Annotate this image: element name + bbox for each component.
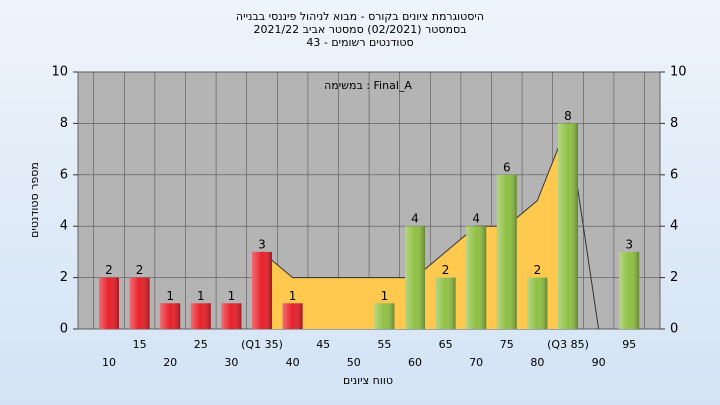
x-tick-label: 45: [316, 338, 330, 351]
data-label: 1: [228, 289, 236, 303]
data-label: 1: [166, 289, 174, 303]
y-tick-label: 4: [60, 219, 68, 234]
data-label: 2: [442, 263, 450, 277]
x-tick-label: 90: [592, 356, 606, 369]
bar-shade: [252, 251, 272, 329]
x-tick-label: (Q3 85): [547, 338, 589, 351]
area-line: [261, 121, 600, 330]
title-line: בסמסטר (02/2021) סמסטר אביב 2021/22: [253, 23, 466, 36]
y2-tick-label: 8: [670, 116, 678, 131]
y-axis-label: מספר סטודנטים: [28, 162, 41, 238]
x-tick-label: 40: [286, 356, 300, 369]
y-tick-label: 2: [60, 270, 68, 285]
data-label: 6: [503, 160, 511, 174]
title-line: סטודנטים רשומים - 43: [306, 36, 413, 49]
x-tick-label: 75: [500, 338, 514, 351]
y-tick-label: 0: [60, 322, 68, 337]
x-tick-label: 60: [408, 356, 422, 369]
x-tick-label: 55: [377, 338, 391, 351]
bar-shade: [129, 277, 150, 329]
bar-shade: [496, 174, 517, 329]
x-tick-label: 25: [194, 338, 208, 351]
bar-shade: [99, 277, 119, 329]
y-tick-label: 10: [51, 65, 68, 80]
bar-shade: [435, 277, 456, 329]
data-label: 1: [289, 289, 297, 303]
bar-shade: [558, 123, 578, 330]
x-tick-label: 20: [163, 356, 177, 369]
data-label: 3: [258, 237, 266, 251]
data-label: 4: [411, 212, 419, 226]
x-tick-label: 30: [224, 356, 238, 369]
y-tick-label: 8: [60, 116, 68, 131]
y2-tick-label: 6: [670, 167, 678, 182]
x-tick-label: 65: [439, 338, 453, 351]
x-tick-label: 15: [133, 338, 147, 351]
bar-shade: [282, 303, 303, 329]
data-label: 8: [564, 109, 572, 123]
x-tick-label: (Q1 35): [241, 338, 283, 351]
bar-shade: [160, 303, 181, 329]
x-tick-label: 10: [102, 356, 116, 369]
data-label: 2: [105, 263, 113, 277]
y2-tick-label: 0: [670, 322, 678, 337]
data-label: 2: [136, 263, 144, 277]
data-label: 3: [625, 237, 633, 251]
bar-shade: [619, 251, 640, 329]
bar-shade: [527, 277, 548, 329]
data-label: 2: [534, 263, 542, 277]
x-tick-label: 70: [469, 356, 483, 369]
bar-shade: [405, 226, 425, 329]
bar-shade: [190, 303, 211, 329]
data-label: 1: [381, 289, 389, 303]
bar-shade: [466, 226, 487, 329]
x-tick-label: 95: [622, 338, 636, 351]
x-tick-label: 50: [347, 356, 361, 369]
annotation: במשימה : Final_A: [324, 79, 412, 92]
bar-shade: [374, 303, 395, 329]
x-axis-label: טווח ציונים: [343, 374, 393, 387]
y2-tick-label: 10: [670, 65, 687, 80]
title-line: היסטוגרמת ציונים בקורס - מבוא לניהול פינ…: [236, 10, 484, 23]
data-label: 1: [197, 289, 205, 303]
bar-shade: [221, 303, 242, 329]
y2-tick-label: 2: [670, 270, 678, 285]
x-tick-label: 80: [530, 356, 544, 369]
y-tick-label: 6: [60, 167, 68, 182]
data-label: 4: [472, 212, 480, 226]
y2-tick-label: 4: [670, 219, 678, 234]
